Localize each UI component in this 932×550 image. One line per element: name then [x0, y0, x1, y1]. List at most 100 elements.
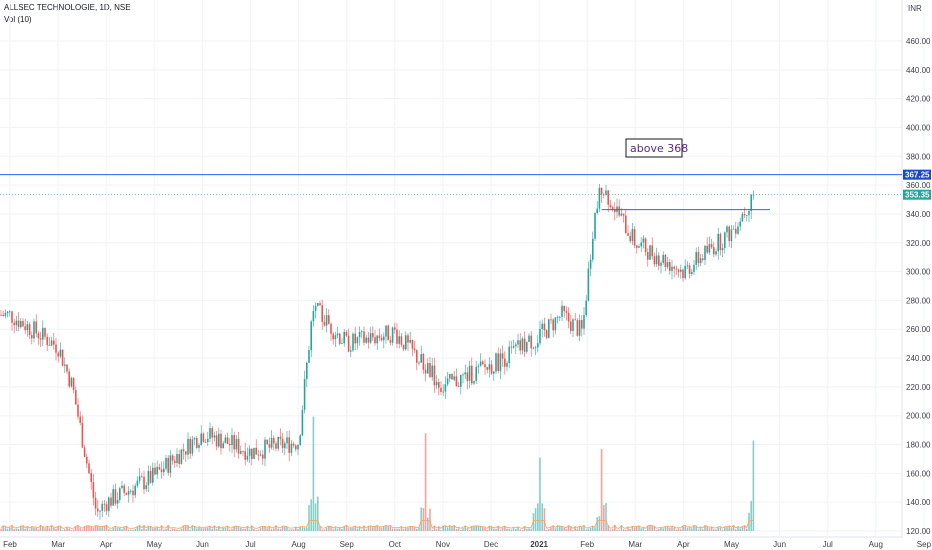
candlestick [317, 303, 319, 307]
candle-body [673, 266, 675, 269]
candle-body [132, 490, 134, 496]
candlestick [292, 441, 295, 448]
candlestick [277, 436, 279, 452]
volume-bar [268, 526, 271, 531]
candle-body [592, 238, 594, 260]
candlestick [330, 322, 332, 341]
time-tick-label: Nov [436, 540, 450, 549]
volume-bar [675, 529, 678, 531]
candlestick [354, 326, 356, 350]
candlestick [130, 488, 132, 495]
candle-body [136, 480, 139, 486]
price-axis[interactable]: 460.00 440.00 420.00 400.00 380.00 360.00 340.… [906, 37, 931, 536]
candlestick [61, 349, 64, 367]
volume-bar [559, 526, 561, 531]
candle-body [655, 255, 658, 265]
candlestick [110, 493, 112, 509]
candlestick [407, 332, 409, 352]
candlestick [541, 319, 543, 338]
candlestick [75, 386, 77, 405]
candlestick [451, 373, 453, 380]
candle-body [464, 372, 466, 375]
candle-body [614, 209, 616, 213]
annotation-box[interactable]: above 368 [625, 138, 688, 158]
candlestick [220, 429, 222, 455]
candlestick [334, 331, 337, 348]
candlestick [372, 326, 374, 341]
candlestick [671, 259, 673, 280]
candle-body [559, 316, 561, 318]
volume-bar [237, 527, 240, 531]
price-tick-label: 200.00 [906, 412, 931, 421]
candlestick [493, 370, 495, 381]
volume-bar [112, 528, 114, 531]
candlestick [471, 357, 473, 386]
volume-bar [462, 528, 464, 531]
candlestick [508, 340, 510, 369]
candlestick [556, 315, 559, 324]
volume-bar [385, 525, 387, 531]
candlestick [416, 349, 418, 371]
volume-bar [552, 525, 554, 531]
candle-body [413, 348, 416, 351]
candlestick [567, 307, 570, 329]
volume-bar [163, 529, 165, 531]
candle-body [251, 448, 253, 459]
candlestick [20, 318, 22, 329]
candle-body [125, 492, 128, 495]
candle-body [279, 436, 282, 439]
candlestick [253, 447, 255, 460]
volume-bar [2, 525, 4, 531]
candlestick [262, 449, 264, 465]
volume-bar [662, 528, 664, 531]
candle-body [42, 327, 44, 340]
candlestick [319, 300, 321, 306]
candlestick [699, 253, 702, 267]
time-axis[interactable]: Feb Mar Apr May Jun Jul Aug Sep Oct Nov Dec 2021 Feb… [3, 540, 931, 549]
candle-body [376, 335, 378, 344]
candlestick [24, 318, 26, 335]
candlestick [719, 232, 722, 256]
volume-bar [149, 526, 152, 531]
candle-body [556, 317, 559, 318]
candle-body [589, 259, 592, 269]
candle-body [31, 335, 33, 339]
candle-body [295, 445, 297, 450]
candle-body [196, 438, 198, 448]
price-tick-label: 140.00 [906, 498, 931, 507]
volume-bar [352, 527, 354, 531]
candlestick [680, 264, 682, 279]
candle-body [719, 233, 722, 251]
candlestick [394, 322, 396, 334]
candle-body [594, 213, 596, 239]
candle-body [510, 346, 513, 348]
candlestick [42, 320, 44, 347]
volume-bar [394, 528, 396, 531]
volume-bar [479, 526, 482, 531]
candlestick [409, 332, 411, 344]
candlestick [708, 236, 711, 256]
volume-bar [647, 525, 649, 531]
volume-bar [372, 527, 374, 531]
volume-bar [257, 529, 260, 531]
candlestick [673, 265, 675, 278]
candle-body [123, 485, 125, 493]
candlestick [660, 260, 662, 274]
candlestick [361, 329, 363, 339]
candlestick [438, 378, 440, 396]
candle-body [363, 331, 365, 343]
volume-bar [453, 525, 455, 531]
candle-body [284, 443, 286, 449]
candle-body [257, 454, 260, 456]
candle-body [233, 435, 235, 450]
candle-body [453, 376, 455, 380]
candle-body [420, 354, 422, 363]
volume-bar [334, 527, 337, 531]
volume-bar [534, 508, 537, 531]
volume-bar [229, 529, 231, 531]
candle-body [405, 335, 407, 350]
candlestick [444, 376, 447, 399]
candlestick [336, 326, 339, 339]
candlestick [127, 486, 130, 503]
